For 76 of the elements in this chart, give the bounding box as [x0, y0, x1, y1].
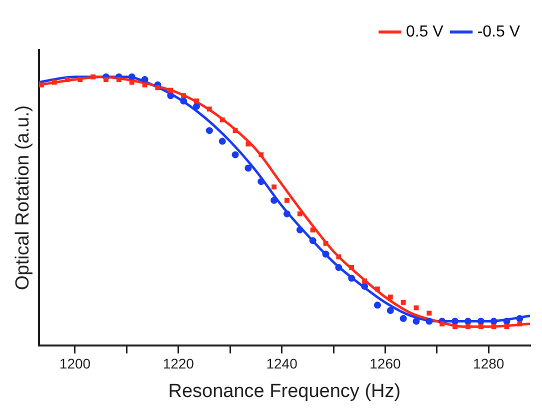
point	[193, 102, 200, 110]
point	[52, 80, 57, 85]
point	[414, 305, 419, 310]
point	[142, 82, 148, 88]
point	[362, 278, 368, 284]
point	[426, 310, 432, 316]
point	[206, 127, 213, 134]
x-axis-title: Resonance Frequency (Hz)	[168, 380, 401, 402]
point	[246, 142, 251, 146]
point	[412, 318, 420, 325]
point	[503, 318, 510, 325]
point	[516, 315, 524, 322]
x-tick-label: 1240	[266, 356, 298, 372]
x-tick-label: 1200	[59, 356, 91, 372]
point	[284, 198, 290, 203]
x-tick-label: 1220	[162, 356, 194, 372]
point	[452, 324, 458, 330]
point	[335, 264, 342, 272]
y-axis-title: Optical Rotation (a.u.)	[12, 105, 34, 290]
point	[386, 306, 394, 314]
point	[336, 254, 342, 260]
point	[477, 318, 484, 325]
point	[283, 210, 290, 218]
point	[310, 227, 316, 232]
point	[426, 318, 433, 325]
point	[297, 211, 302, 216]
point	[348, 274, 356, 282]
point	[220, 117, 225, 122]
point	[180, 98, 188, 105]
point	[491, 324, 496, 330]
point	[167, 92, 174, 100]
point	[194, 98, 199, 104]
point	[232, 128, 238, 134]
point	[272, 184, 277, 190]
point	[258, 152, 264, 158]
point	[104, 77, 108, 82]
point	[490, 318, 498, 325]
point	[452, 318, 459, 325]
point	[504, 324, 510, 330]
point	[270, 196, 278, 204]
point	[464, 318, 472, 325]
point	[440, 321, 445, 326]
x-tick-label: 1260	[370, 356, 402, 372]
point	[361, 282, 368, 290]
point	[388, 294, 393, 300]
point	[296, 226, 304, 234]
point	[64, 77, 70, 82]
point	[400, 300, 406, 305]
point	[206, 106, 212, 112]
point	[349, 265, 354, 270]
point	[128, 73, 136, 80]
point	[309, 237, 316, 244]
point	[168, 88, 174, 93]
x-tick-label: 1280	[473, 356, 504, 372]
legend-label: 0.5 V	[406, 23, 444, 40]
point	[232, 151, 239, 158]
legend-label: -0.5 V	[477, 23, 520, 40]
point	[155, 85, 160, 90]
point	[478, 324, 484, 330]
point	[90, 74, 96, 80]
point	[517, 321, 522, 326]
point	[322, 250, 330, 258]
point	[374, 286, 380, 292]
point	[258, 178, 265, 186]
point	[116, 77, 122, 82]
point	[181, 93, 186, 98]
point	[78, 77, 83, 82]
point	[323, 240, 328, 246]
point	[141, 76, 148, 84]
point	[218, 138, 226, 145]
point	[129, 80, 134, 85]
point	[244, 164, 252, 172]
point	[374, 302, 381, 309]
point	[38, 82, 44, 88]
point	[400, 315, 407, 322]
point	[465, 324, 470, 330]
